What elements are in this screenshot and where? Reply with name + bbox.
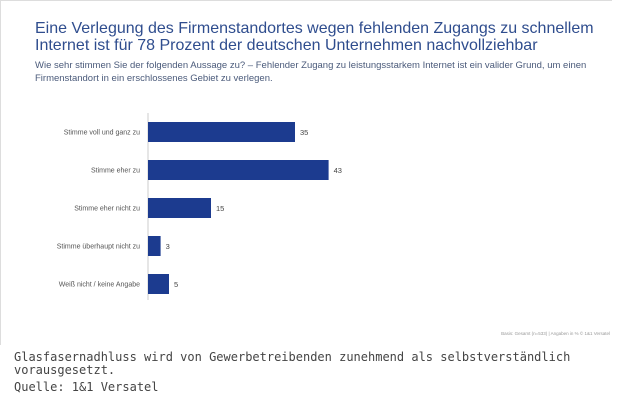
chart-header: Eine Verlegung des Firmenstandortes wege… xyxy=(35,20,610,85)
image-footer: Glasfasernadhluss wird von Gewerbetreibe… xyxy=(14,351,619,394)
bar xyxy=(148,122,295,142)
chart-title: Eine Verlegung des Firmenstandortes wege… xyxy=(35,20,594,54)
value-label: 3 xyxy=(166,242,170,251)
value-label: 15 xyxy=(216,204,224,213)
image-caption: Glasfasernadhluss wird von Gewerbetreibe… xyxy=(14,350,571,377)
bar xyxy=(148,198,211,218)
value-label: 43 xyxy=(334,166,342,175)
bar xyxy=(148,160,329,180)
bar xyxy=(148,274,169,294)
value-label: 5 xyxy=(174,280,178,289)
bar xyxy=(148,236,161,256)
category-label: Weiß nicht / keine Angabe xyxy=(59,282,140,289)
chart-subtitle: Wie sehr stimmen Sie der folgenden Aussa… xyxy=(35,60,587,84)
category-label: Stimme eher nicht zu xyxy=(74,206,140,213)
chart-image-frame xyxy=(0,0,612,345)
category-label: Stimme eher zu xyxy=(91,168,140,175)
chart-footnote: Basis: Gesamt (n=533) | Angaben in % © 1… xyxy=(501,331,610,336)
category-label: Stimme überhaupt nicht zu xyxy=(57,244,140,251)
image-source: Quelle: 1&1 Versatel xyxy=(14,380,159,394)
value-label: 35 xyxy=(300,128,308,137)
category-label: Stimme voll und ganz zu xyxy=(64,130,140,137)
